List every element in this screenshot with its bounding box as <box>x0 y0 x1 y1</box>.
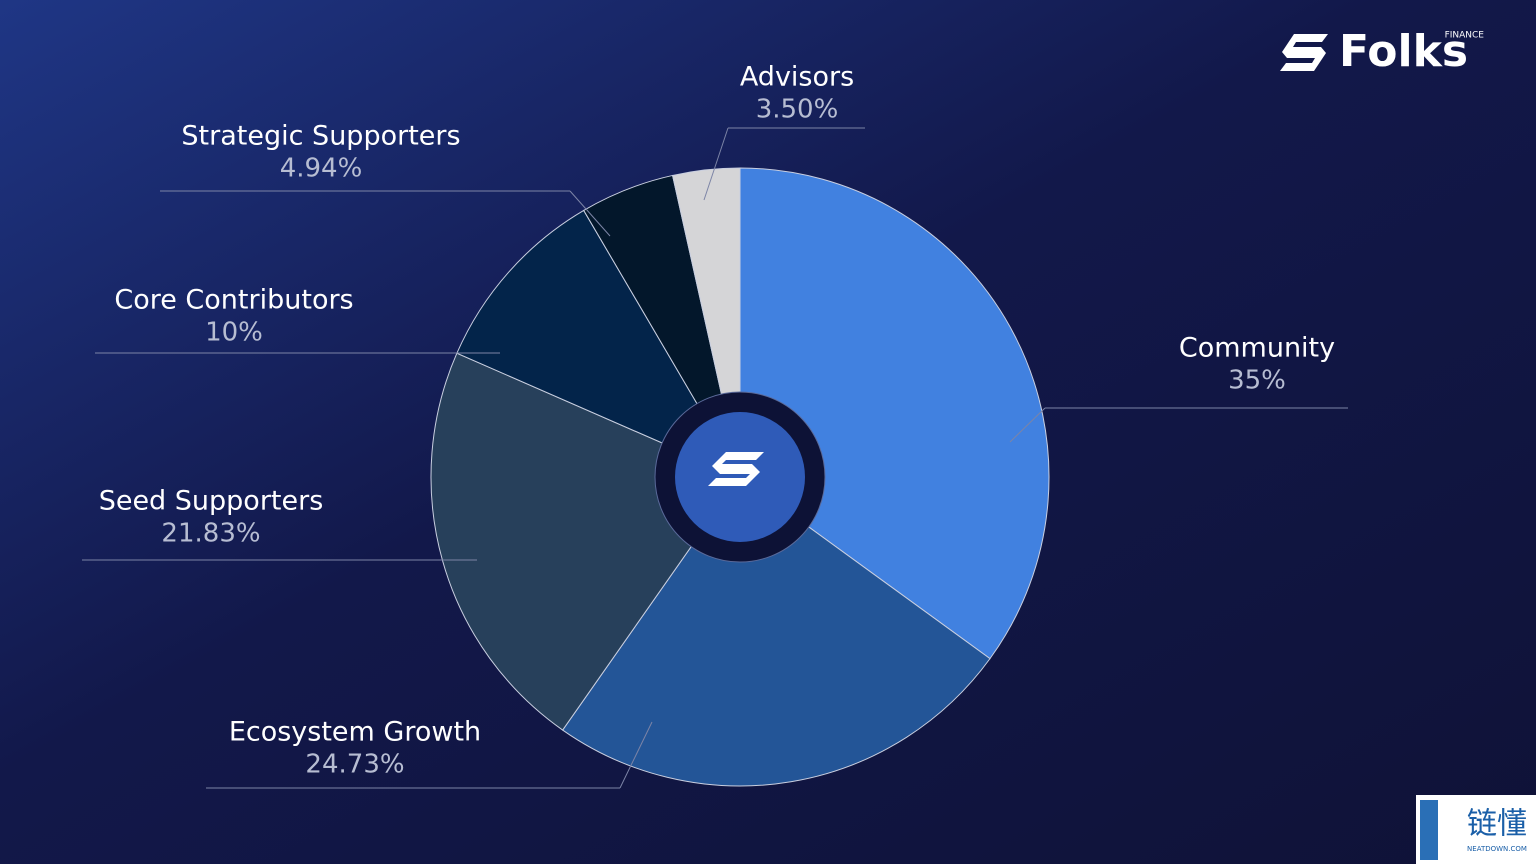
leader-line <box>619 721 653 789</box>
logo-mark <box>708 452 764 486</box>
slice-name: Advisors <box>740 62 854 93</box>
center-logo <box>675 412 805 542</box>
slice-value-label: 4.94% <box>280 154 363 184</box>
slice-name: Core Contributors <box>114 285 353 316</box>
brand-mark <box>1280 34 1328 71</box>
brand: Folks FINANCE <box>1280 26 1484 77</box>
watermark-text: 链懂 <box>1467 807 1527 842</box>
slice-name: Strategic Supporters <box>181 121 460 152</box>
pie-slice <box>739 167 1050 660</box>
slice-value-label: 35% <box>1228 366 1286 396</box>
pie-slice <box>456 209 742 479</box>
watermark-icon <box>1420 800 1438 860</box>
slice-name: Seed Supporters <box>99 486 324 517</box>
leader-line <box>1009 407 1046 443</box>
slice-name: Ecosystem Growth <box>229 717 481 748</box>
slice-name: Community <box>1179 333 1335 364</box>
pie-slice <box>561 476 991 787</box>
slice-value-label: 24.73% <box>305 750 404 780</box>
slice-value-label: 21.83% <box>161 519 260 549</box>
leader-line <box>703 127 729 201</box>
slice-value-label: 10% <box>205 318 263 348</box>
brand-name: Folks <box>1339 26 1468 77</box>
watermark: 链懂 NEATDOWN.COM <box>1416 795 1536 864</box>
brand-sub: FINANCE <box>1445 31 1485 41</box>
slice-value-label: 3.50% <box>756 95 839 125</box>
leader-line <box>569 190 611 237</box>
watermark-sub: NEATDOWN.COM <box>1467 845 1527 853</box>
